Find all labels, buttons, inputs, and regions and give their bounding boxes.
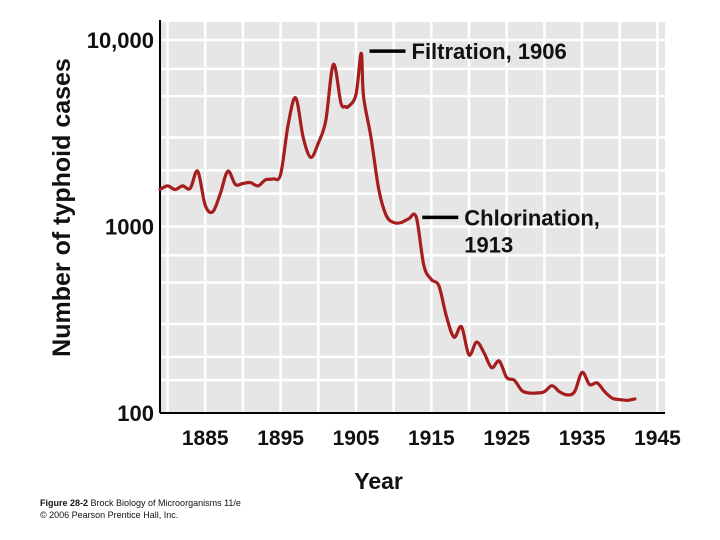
series-line-typhoid-cases bbox=[158, 51, 637, 402]
chlorination-label-line2: 1913 bbox=[464, 232, 513, 257]
x-tick-label: 1935 bbox=[559, 427, 606, 450]
plot-area bbox=[160, 22, 665, 413]
grid bbox=[160, 22, 665, 413]
x-tick-label: 1885 bbox=[182, 427, 229, 450]
figure-caption: Figure 28-2 Brock Biology of Microorgani… bbox=[40, 498, 241, 508]
x-tick-label: 1905 bbox=[333, 427, 380, 450]
annotation-layer: Filtration, 1906 Chlorination,1913 bbox=[369, 39, 600, 257]
series-layer bbox=[158, 51, 637, 402]
figure-number: Figure 28-2 bbox=[40, 498, 89, 508]
filtration-label: Filtration, 1906 bbox=[412, 39, 567, 64]
y-tick-label: 1000 bbox=[105, 215, 154, 240]
y-tick-label: 10,000 bbox=[87, 28, 154, 53]
x-axis-label: Year bbox=[354, 468, 403, 494]
x-tick-label: 1925 bbox=[483, 427, 530, 450]
x-tick-label: 1915 bbox=[408, 427, 455, 450]
chlorination-label-line1: Chlorination, bbox=[464, 205, 600, 230]
y-axis-label: Number of typhoid cases bbox=[48, 58, 76, 357]
figure-source: Brock Biology of Microorganisms 11/e bbox=[90, 498, 241, 508]
x-tick-label: 1895 bbox=[257, 427, 304, 450]
x-tick-label: 1945 bbox=[634, 427, 681, 450]
tick-labels: 100 1000 10,000 1885 1895 1905 1915 1925 1935 194… bbox=[87, 28, 681, 450]
axes bbox=[159, 20, 665, 414]
copyright-caption: © 2006 Pearson Prentice Hall, Inc. bbox=[40, 510, 179, 520]
y-tick-label: 100 bbox=[117, 401, 154, 426]
